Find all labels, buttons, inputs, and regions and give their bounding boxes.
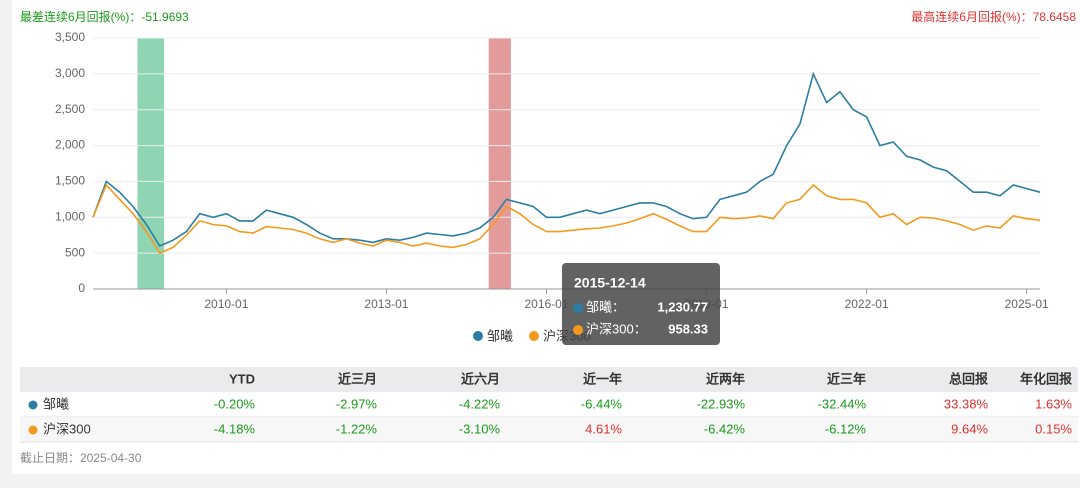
table-row-bg (20, 392, 1078, 417)
table-header: 近三年 (827, 371, 866, 386)
best-annotation: 最高连续6月回报(%)：78.6458 (911, 9, 1076, 24)
table-cell: -4.22% (459, 396, 501, 411)
table-cell: -4.18% (214, 421, 256, 436)
table-header: 年化回报 (1020, 371, 1073, 386)
legend-label: 邹曦 (487, 328, 513, 343)
legend-marker (473, 331, 483, 341)
table-cell: -1.22% (336, 421, 378, 436)
tooltip-value: 958.33 (668, 321, 708, 336)
table-cell: -3.10% (459, 421, 501, 436)
y-tick-label: 3,000 (55, 66, 85, 80)
table-header-bg (20, 367, 1078, 392)
y-tick-label: 0 (78, 281, 85, 295)
row-marker (28, 400, 38, 410)
tooltip-marker (573, 303, 583, 313)
tooltip-name: 沪深300： (586, 321, 647, 336)
row-name: 邹曦 (43, 396, 69, 411)
tooltip-box (562, 263, 720, 345)
x-tick-label: 2013-01 (364, 297, 408, 311)
table-cell: -2.97% (336, 396, 378, 411)
footer: 截止日期：2025-04-30 (20, 451, 142, 465)
table-cell: -32.44% (818, 396, 867, 411)
table-cell: 9.64% (951, 421, 988, 436)
table-header: 总回报 (949, 371, 989, 386)
worst-annotation: 最差连续6月回报(%)：-51.9693 (20, 9, 189, 24)
tooltip-name: 邹曦： (586, 299, 625, 314)
table-cell: 0.15% (1035, 421, 1072, 436)
table-header: YTD (229, 371, 255, 386)
y-tick-label: 2,000 (55, 138, 85, 152)
row-name: 沪深300 (43, 421, 91, 436)
table-cell: -6.44% (581, 396, 623, 411)
x-tick-label: 2016-01 (524, 297, 568, 311)
tooltip-value: 1,230.77 (657, 299, 708, 314)
series-line (92, 71, 1041, 248)
table-cell: -6.12% (825, 421, 867, 436)
table-header: 近六月 (461, 371, 500, 386)
table-cell: -0.20% (214, 396, 256, 411)
highlight-band (488, 38, 511, 289)
y-tick-label: 2,500 (55, 102, 85, 116)
row-marker (28, 425, 38, 435)
highlight-band (137, 38, 165, 289)
series-line (92, 183, 1041, 255)
table-cell: 33.38% (944, 396, 989, 411)
table-cell: 1.63% (1035, 396, 1072, 411)
y-tick-label: 500 (65, 245, 85, 259)
table-header: 近两年 (706, 371, 745, 386)
table-cell: 4.61% (585, 421, 622, 436)
table-row-bg (20, 417, 1078, 442)
y-tick-label: 3,500 (55, 30, 85, 44)
table-cell: -22.93% (697, 396, 746, 411)
table-header: 近一年 (583, 371, 622, 386)
x-tick-label: 2025-01 (1005, 297, 1049, 311)
y-tick-label: 1,500 (55, 174, 85, 188)
tooltip-marker (573, 325, 583, 335)
y-tick-label: 1,000 (55, 209, 85, 223)
x-tick-label: 2010-01 (204, 297, 248, 311)
table-header: 近三月 (338, 371, 377, 386)
tooltip-date: 2015-12-14 (574, 275, 646, 291)
legend-marker (529, 331, 539, 341)
x-tick-label: 2022-01 (845, 297, 889, 311)
table-cell: -6.42% (704, 421, 746, 436)
